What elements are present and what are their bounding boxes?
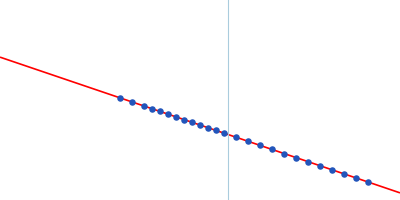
Point — [205, 126, 211, 129]
Point — [141, 104, 147, 108]
Point — [117, 96, 123, 99]
Point — [149, 107, 155, 110]
Point — [221, 132, 227, 135]
Point — [157, 110, 163, 113]
Point — [305, 160, 311, 163]
Point — [329, 168, 335, 171]
Point — [341, 172, 347, 175]
Point — [233, 136, 239, 139]
Point — [129, 100, 135, 104]
Point — [189, 121, 195, 124]
Point — [197, 123, 203, 127]
Point — [281, 152, 287, 155]
Point — [293, 156, 299, 159]
Point — [165, 113, 171, 116]
Point — [257, 144, 263, 147]
Point — [245, 140, 251, 143]
Point — [365, 180, 371, 184]
Point — [181, 118, 187, 121]
Point — [269, 148, 275, 151]
Point — [317, 164, 323, 167]
Point — [353, 176, 359, 180]
Point — [173, 115, 179, 118]
Point — [213, 129, 219, 132]
